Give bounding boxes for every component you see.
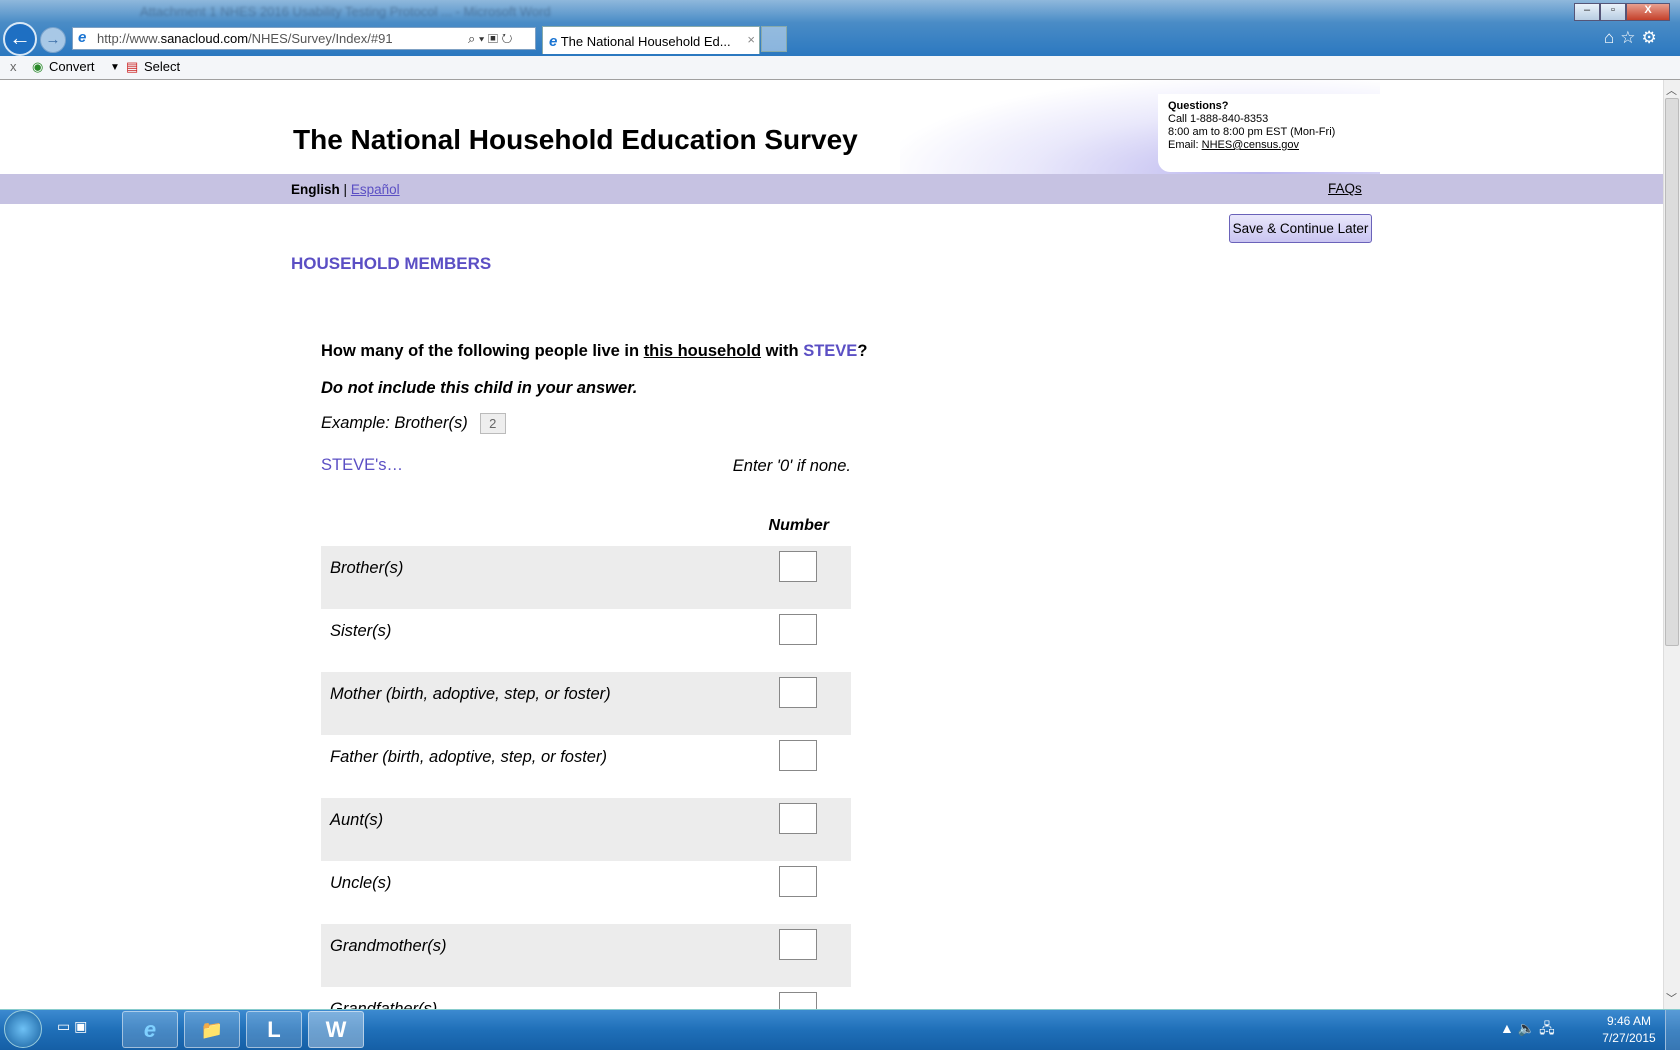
close-button[interactable]: X — [1626, 3, 1670, 21]
save-continue-later-button[interactable]: Save & Continue Later — [1229, 214, 1372, 243]
taskbar-lync[interactable]: L — [246, 1011, 302, 1048]
new-tab-button[interactable] — [761, 26, 787, 52]
search-refresh-icons[interactable]: ⌕ ▾ ▣ ↻ — [468, 27, 536, 50]
ie-icon: e — [549, 33, 558, 50]
example-value: 2 — [479, 413, 506, 434]
table-row: Aunt(s) — [321, 798, 851, 861]
select-button[interactable]: Select — [144, 59, 181, 74]
number-input[interactable] — [779, 866, 817, 897]
lang-espanol[interactable]: Español — [350, 182, 400, 197]
date: 7/27/2015 — [1602, 1031, 1656, 1045]
clock[interactable]: 9:46 AM 7/27/2015 — [1596, 1013, 1662, 1047]
enter-none-hint: Enter '0' if none. — [732, 457, 851, 475]
number-input[interactable] — [779, 803, 817, 834]
scrollbar-thumb[interactable] — [1665, 98, 1679, 646]
faqs-link[interactable]: FAQs — [1328, 181, 1362, 196]
steves-label: STEVE's… — [321, 456, 404, 474]
back-button[interactable]: ← — [3, 22, 37, 56]
table-row: Mother (birth, adoptive, step, or foster… — [321, 672, 851, 735]
address-bar[interactable]: e http://www.sanacloud.com/NHES/Survey/In… — [72, 27, 468, 50]
email-label: Email: — [1168, 139, 1199, 151]
row-label: Sister(s) — [330, 622, 392, 640]
nav-bar: English | Español FAQs — [0, 174, 1663, 204]
window-title: Attachment 1 NHES 2016 Usability Testing… — [140, 4, 551, 19]
system-tray-icons[interactable]: ▲ 🔈 🖧 — [1500, 1020, 1555, 1036]
table-row: Uncle(s) — [321, 861, 851, 924]
close-toolbar-icon[interactable]: x — [10, 59, 17, 74]
url-domain: sanacloud.com — [160, 31, 249, 46]
tab-title: The National Household Ed... — [560, 34, 731, 49]
show-desktop-icons[interactable]: ▭ ▣ — [57, 1018, 88, 1034]
table-row: Sister(s) — [321, 609, 851, 672]
table-row: Grandmother(s) — [321, 924, 851, 987]
url-prefix: http://www. — [97, 31, 161, 46]
number-input[interactable] — [779, 992, 817, 1009]
number-column-header: Number — [768, 517, 829, 534]
number-input[interactable] — [779, 677, 817, 708]
q-part2: with — [761, 342, 804, 360]
window-controls: – ▫ X — [1574, 0, 1674, 21]
example: Example: Brother(s) 2 — [321, 413, 506, 434]
number-input[interactable] — [779, 551, 817, 582]
q-underlined: this household — [643, 342, 762, 360]
taskbar — [0, 1009, 1680, 1050]
ie-icon: e — [78, 29, 87, 46]
convert-button[interactable]: Convert — [49, 59, 95, 74]
lang-english[interactable]: English — [291, 182, 340, 197]
command-bar: x ◉ Convert ▼ ▤ Select — [0, 56, 1680, 80]
section-title: HOUSEHOLD MEMBERS — [291, 254, 492, 273]
convert-dropdown-icon[interactable]: ▼ — [110, 62, 120, 73]
number-input[interactable] — [779, 740, 817, 771]
select-pdf-icon: ▤ — [126, 59, 139, 74]
row-label: Brother(s) — [330, 559, 404, 577]
page-content: The National Household Education Survey … — [0, 80, 1663, 1009]
scroll-up-icon[interactable]: ︿ — [1666, 85, 1677, 97]
table-row: Brother(s) — [321, 546, 851, 609]
forward-button[interactable]: → — [40, 27, 66, 53]
convert-icon: ◉ — [32, 59, 44, 74]
hours: 8:00 am to 8:00 pm EST (Mon-Fri) — [1168, 126, 1336, 138]
tab-nhes[interactable]: e The National Household Ed... × — [542, 26, 760, 54]
number-input[interactable] — [779, 929, 817, 960]
row-label: Uncle(s) — [330, 874, 392, 892]
example-label: Example: Brother(s) — [321, 413, 468, 432]
phone: Call 1-888-840-8353 — [1168, 113, 1269, 125]
table-row: Grandfather(s) — [321, 987, 851, 1009]
minimize-button[interactable]: – — [1574, 3, 1600, 21]
taskbar-explorer[interactable]: 📁 — [184, 1011, 240, 1048]
tab-close-icon[interactable]: × — [747, 32, 755, 47]
q-part3: ? — [857, 342, 868, 360]
url-path: /NHES/Survey/Index/#91 — [248, 31, 393, 46]
child-name: STEVE — [803, 342, 858, 360]
start-button[interactable] — [4, 1010, 42, 1048]
q-part1: How many of the following people live in — [321, 342, 644, 360]
row-label: Mother (birth, adoptive, step, or foster… — [330, 685, 611, 703]
show-desktop-button[interactable] — [1665, 1010, 1680, 1050]
maximize-button[interactable]: ▫ — [1600, 3, 1626, 21]
instruction-note: Do not include this child in your answer… — [321, 379, 638, 397]
row-label: Aunt(s) — [330, 811, 384, 829]
row-label: Grandfather(s) — [330, 1000, 438, 1009]
number-input[interactable] — [779, 614, 817, 645]
questions-heading: Questions? — [1168, 100, 1229, 112]
row-label: Father (birth, adoptive, step, or foster… — [330, 748, 607, 766]
time: 9:46 AM — [1606, 1014, 1652, 1028]
separator: | — [343, 182, 348, 197]
taskbar-word[interactable]: W — [308, 1011, 364, 1048]
table-row: Father (birth, adoptive, step, or foster… — [321, 735, 851, 798]
language-switcher: English | Español — [291, 182, 400, 197]
question-text: How many of the following people live in… — [321, 342, 867, 361]
household-members-table: Brother(s) Sister(s) Mother (birth, adopti… — [321, 546, 851, 1009]
taskbar-ie[interactable]: e — [122, 1011, 178, 1048]
home-favorites-settings-icons[interactable]: ⌂☆⚙ — [1604, 28, 1663, 47]
scroll-down-icon[interactable]: ﹀ — [1666, 993, 1677, 1005]
page-title: The National Household Education Survey — [293, 124, 858, 155]
row-label: Grandmother(s) — [330, 937, 447, 955]
questions-box: Questions? Call 1-888-840-8353 8:00 am t… — [1158, 94, 1388, 172]
email-link[interactable]: NHES@census.gov — [1201, 139, 1299, 151]
